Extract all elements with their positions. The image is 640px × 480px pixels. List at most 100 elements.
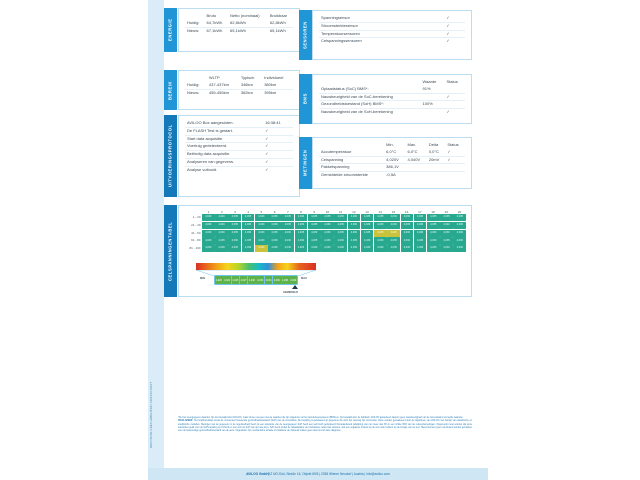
cell-voltage-col-header: 8 [300,210,302,214]
cell-voltage-cell: 4,035 [321,214,334,222]
bms-row-soh-value: 100% [420,100,445,110]
energy-col-blank [185,13,205,20]
table-header-row: Waarde Status [319,79,465,86]
energy-row-nieuw-netto: 65,1kWh [230,27,246,33]
range-row-nieuw-typisch: 362km [240,89,253,95]
cell-voltage-cell: 4,035 [374,214,387,222]
bms-row-soc-status [444,85,465,94]
list-item: Analyseren van gegevens. ✓ [185,158,293,167]
energy-col-bruikbaar: Bruikbaar [269,13,288,19]
cell-voltage-cell: 4,030 [321,245,334,253]
table-row: Gezondheidstoestand (SoH) BMS*: 100% [319,100,465,110]
bms-col-status: Status [446,79,458,85]
cell-voltage-cell: 4,035 [294,229,308,237]
cell-voltage-cell: 4,030 [294,221,308,229]
table-row: Celspanning 4,020V 4,040V 20mV ✓ [319,156,465,165]
bms-row-soc-accuracy-label: Nauwkeurigheid van de SoC-berekening [319,93,421,102]
check-icon: ✓ [263,127,293,136]
cell-voltage-col-header: 17 [418,210,422,214]
cell-voltage-cell: 4,030 [426,229,440,237]
check-icon: ✓ [263,142,293,152]
voltage-detail-strip: 4,020 4,022 4,025 4,027 4,030 4,032 4,034 4,036… [214,275,298,285]
list-item: Analyse voltooid. ✓ [185,166,293,173]
list-item: Beëindig data acquisitie. ✓ [185,150,293,159]
cell-voltage-cell: 4,030 [334,237,347,245]
cell-voltage-cell: 4,030 [413,214,427,222]
cell-voltage-cell: 4,030 [215,229,228,237]
cell-voltage-cell: 4,030 [202,229,215,237]
sensors-card: Spanningsensor ✓ Stroomsterktesensor ✓ T… [312,10,472,60]
bms-card: Waarde Status Oplaadstatus (SoC) BMS*: 9… [312,74,472,124]
cell-voltage-cell: 4,030 [413,237,427,245]
cell-voltage-cell: 4,030 [360,245,374,253]
cell-voltage-row: 81 - 100 4,030 4,030 4,035 4,030 4,020 4,030 4,… [184,245,467,253]
meas-row-packvolt-min: 386,1V [384,163,406,173]
range-row-nieuw-individueel: 395km [264,89,277,95]
check-icon: ✓ [444,22,465,31]
cell-voltage-cell: 4,030 [347,229,361,237]
cell-voltage-col-header: 14 [378,210,382,214]
voltage-detail-cell: 4,040 [289,276,298,284]
list-item: Spanningsensor ✓ [319,15,465,23]
cell-voltage-cell: 4,025 [426,245,440,253]
protocol-step-1: Start data acquisitie. [185,135,264,144]
cell-voltage-cell: 4,035 [307,214,321,222]
cell-voltage-cell: 4,035 [241,237,255,245]
meas-row-temp-label: Accutemperatuur [319,148,385,157]
energy-row-nieuw-bruto: 67,1kWh [206,27,223,33]
check-icon: ✓ [446,109,450,115]
cell-voltage-col-header: 4 [247,210,250,214]
table-row: Nauwkeurigheid van de SoH-berekening ✓ [319,109,465,116]
meas-row-packvolt-max [405,163,427,173]
cell-voltage-cell: 4,025 [215,237,228,245]
cell-voltage-cell: 4,035 [400,221,414,229]
cell-voltage-cell: 4,030 [400,237,414,245]
meas-row-cellvolt-label: Celspanning [319,156,385,165]
cell-voltage-cell: 4,030 [202,245,215,253]
cell-voltage-row-label: 21 - 40 [191,222,201,227]
voltage-detail-cell: 4,022 [223,276,231,284]
cell-voltage-cell: 4,030 [440,245,453,253]
cell-voltage-cell: 4,040 [215,214,228,222]
range-card: WLTP Typisch Individueel Huidig: 437-437… [178,70,300,110]
cell-voltage-card: 1 2 3 4 5 6 7 8 9 10 11 12 13 14 15 16 17 18 19 20 1 - 20 4,… [178,205,472,297]
sensor-item-temperatuursensoren: Temperatuursensoren [319,30,445,39]
table-row: Accutemperatuur 6,0°C 6,0°C 0,0°C ✓ [319,148,465,157]
meas-row-packvolt-status [445,163,465,173]
footnote-asterisk: *De hier weergegeven waarden zijn niet b… [178,417,464,419]
energy-row-huidig-bruto: 64,7kWh [204,19,229,28]
bms-row-soh-accuracy-value [421,109,445,116]
cell-voltage-cell: 4,035 [387,237,400,245]
range-col-wltp: WLTP [208,75,220,81]
cell-voltage-col-header: 2 [220,210,223,214]
cell-voltage-col-header: 9 [313,210,316,214]
table-header-row: Bruto Netto (nominaal) Bruikbaar [185,13,293,20]
cell-voltage-cell: 4,040 [440,221,453,229]
cell-voltage-col-header: 20 [457,210,462,214]
voltage-detail-cell: 4,030 [248,276,256,284]
meas-row-packvolt-delta [426,163,446,173]
check-icon: ✓ [446,38,450,44]
check-icon: ✓ [444,30,465,39]
cell-voltage-cell: 4,030 [241,229,255,237]
funnel-connector [196,270,316,276]
average-label: GEMIDDELD [283,291,298,294]
cell-voltage-col-header: 16 [404,210,409,214]
cell-voltage-col-header: 19 [444,210,448,214]
bms-col-waarde: Waarde [422,79,437,85]
cell-voltage-cell: 4,035 [347,245,361,253]
meas-row-current-max [406,172,427,179]
cell-voltage-cell: 4,030 [215,245,228,253]
cell-voltage-cell: 4,030 [281,245,295,253]
meas-row-cellvolt-min: 4,020V [384,156,406,165]
cell-voltage-cell: 4,030 [228,237,242,245]
meas-row-current-status [445,172,465,179]
cell-voltage-cell: 4,030 [453,245,467,253]
protocol-step-5: Analyse voltooid. [187,166,218,172]
cell-voltage-cell: 4,030 [347,221,361,229]
cell-voltage-col-header: 11 [339,210,343,214]
energy-row-nieuw-bruikbaar: 65,1kWh [269,27,286,33]
meas-col-delta: Delta [428,142,439,148]
cell-voltage-cell: 4,035 [307,237,321,245]
protocol-card: AVILOO Box aangesloten. 16:38:41 De FLAS… [178,115,300,197]
